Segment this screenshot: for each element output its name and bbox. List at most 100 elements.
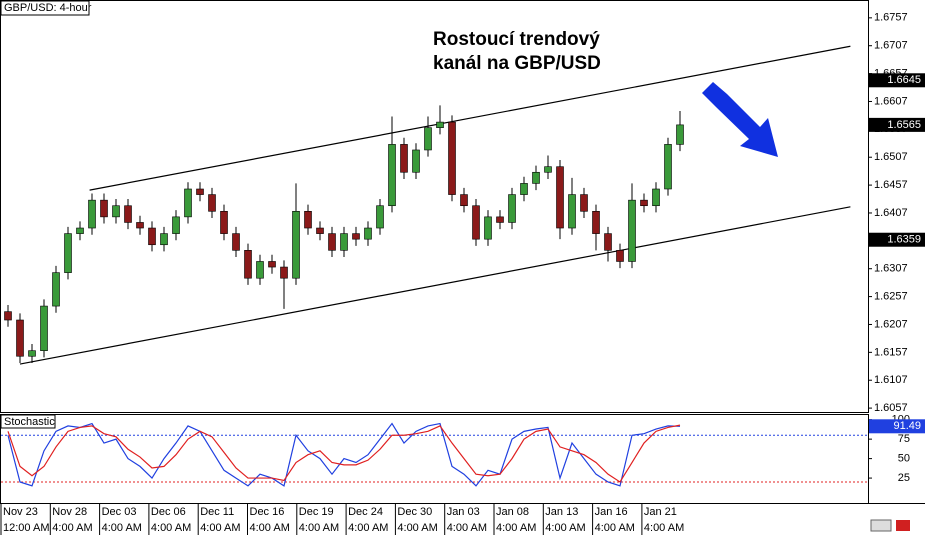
y-tick-label: 1.6057 (874, 402, 908, 414)
candle-body (232, 233, 240, 251)
candle-body (40, 305, 48, 351)
x-time-label: 4:00 AM (102, 522, 142, 534)
icon (896, 520, 910, 531)
price-badge (869, 232, 925, 247)
x-date-label: Jan 16 (595, 506, 628, 518)
annotation: kanál na GBP/USD (433, 53, 601, 74)
candle-body (4, 311, 12, 321)
price-panel (0, 0, 869, 413)
price-badge (869, 73, 925, 88)
y-tick-label: 1.6207 (874, 318, 908, 330)
candle-body (592, 210, 600, 234)
candle-body (400, 144, 408, 173)
candle-body (448, 121, 456, 195)
candle-body (316, 227, 324, 234)
x-date-label: Dec 06 (151, 506, 186, 518)
candle-body (220, 210, 228, 234)
x-date-label: Nov 28 (52, 506, 87, 518)
candle-body (160, 233, 168, 246)
candle-body (184, 188, 192, 218)
candle-body (520, 183, 528, 195)
price-badge-label: 1.6359 (887, 234, 921, 246)
candle-body (292, 210, 300, 279)
x-time-label: 4:00 AM (496, 522, 536, 534)
indicator-badge (869, 419, 925, 434)
y-tick-label: 1.6107 (874, 374, 908, 386)
x-time-label: 4:00 AM (151, 522, 191, 534)
y-tick-label: 1.6607 (874, 95, 908, 107)
x-date-label: Dec 03 (102, 506, 137, 518)
candle-body (604, 233, 612, 251)
price-badge (869, 117, 925, 132)
candle-body (340, 233, 348, 251)
x-time-label: 4:00 AM (595, 522, 635, 534)
candle-body (28, 350, 36, 357)
y-tick-label: 50 (898, 453, 910, 465)
x-date-label: Dec 24 (348, 506, 383, 518)
candle-body (64, 233, 72, 273)
y-tick-label: 1.6757 (874, 12, 908, 24)
candle-body (616, 250, 624, 262)
candle-body (100, 199, 108, 218)
candle-body (496, 216, 504, 223)
candle-body (76, 227, 84, 234)
candle-body (244, 250, 252, 279)
candle-body (664, 144, 672, 190)
x-time-label: 4:00 AM (200, 522, 240, 534)
candle-body (544, 166, 552, 173)
channel-line (19, 206, 851, 365)
x-time-label: 4:00 AM (299, 522, 339, 534)
icon (870, 519, 892, 532)
x-time-label: 4:00 AM (348, 522, 388, 534)
indicator-badge-label: 91.49 (893, 420, 921, 432)
x-date-label: Dec 16 (250, 506, 285, 518)
x-time-label: 4:00 AM (447, 522, 487, 534)
chart-title: GBP/USD: 4-hour (4, 2, 92, 14)
candle-body (52, 272, 60, 307)
x-time-label: 4:00 AM (644, 522, 684, 534)
candle-body (412, 149, 420, 173)
candle-body (364, 227, 372, 240)
candle-body (436, 121, 444, 128)
down-arrow (702, 82, 778, 157)
candle-body (556, 166, 564, 229)
candle-body (388, 144, 396, 207)
x-date-label: Jan 21 (644, 506, 677, 518)
x-time-label: 12:00 AM (3, 522, 49, 534)
candle-body (88, 199, 96, 229)
indicator-box (0, 414, 56, 429)
x-date-label: Dec 19 (299, 506, 334, 518)
y-tick-label: 1.6507 (874, 151, 908, 163)
candle-body (376, 205, 384, 229)
x-date-label: Nov 23 (3, 506, 38, 518)
candle-body (136, 222, 144, 229)
y-tick-label: 75 (898, 433, 910, 445)
indicator-title: Stochastic (4, 416, 55, 428)
y-tick-label: 1.6157 (874, 346, 908, 358)
candle-body (268, 261, 276, 268)
candle-body (580, 194, 588, 212)
candle-body (472, 205, 480, 240)
x-date-label: Jan 08 (496, 506, 529, 518)
candle-body (484, 216, 492, 240)
candle-body (676, 124, 684, 145)
stochastic-line (7, 422, 681, 487)
x-date-label: Dec 11 (200, 506, 234, 518)
stochastic-panel (0, 414, 869, 504)
y-tick-label: 1.6307 (874, 263, 908, 275)
candle-body (640, 199, 648, 207)
y-tick-label: 1.6257 (874, 291, 908, 303)
candle-body (280, 266, 288, 279)
candle-body (652, 188, 660, 207)
candle-body (424, 127, 432, 151)
y-tick-label: 1.6457 (874, 179, 908, 191)
x-time-label: 4:00 AM (545, 522, 585, 534)
channel-line (89, 45, 851, 191)
candle-body (16, 319, 24, 357)
candle-body (124, 205, 132, 223)
x-date-label: Dec 30 (397, 506, 432, 518)
candle-body (112, 205, 120, 218)
x-date-label: Jan 13 (545, 506, 578, 518)
